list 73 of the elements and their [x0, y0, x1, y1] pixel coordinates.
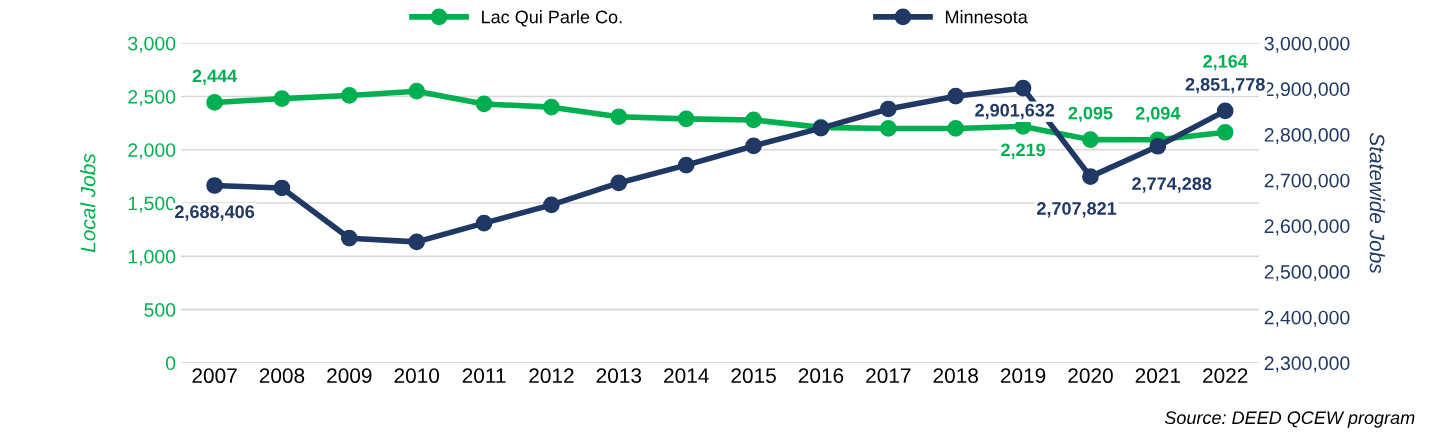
- y2-tick-label: 3,000,000: [1264, 36, 1350, 53]
- point: [475, 214, 493, 232]
- x-tick-label: 2018: [933, 368, 978, 384]
- y-axis-title: Local Jobs: [80, 153, 96, 253]
- point: [879, 100, 897, 118]
- x-tick-label: 2017: [866, 368, 911, 384]
- point: [206, 94, 223, 111]
- y2-tick-label: 2,500,000: [1264, 265, 1350, 282]
- legend-label: Minnesota: [945, 10, 1028, 24]
- point: [273, 179, 291, 197]
- y-tick-label: 1,000: [128, 249, 176, 266]
- data-label: 2,094: [1135, 106, 1181, 123]
- point: [947, 120, 965, 137]
- x-tick-label: 2016: [798, 368, 844, 384]
- source-note: Source: DEED QCEW program: [1164, 411, 1415, 428]
- data-label: 2,164: [1203, 54, 1248, 71]
- point: [947, 87, 965, 105]
- y-tick-label: 500: [144, 303, 176, 317]
- point: [543, 98, 560, 116]
- x-tick-label: 2021: [1135, 368, 1180, 384]
- point: [1216, 123, 1234, 141]
- data-label: 2,095: [1068, 106, 1113, 123]
- point: [543, 196, 560, 214]
- x-tick-label: 2015: [731, 368, 776, 384]
- x-tick-label: 2012: [529, 368, 574, 384]
- data-label: 2,851,778: [1185, 77, 1265, 94]
- data-label: 2,901,632: [975, 103, 1055, 120]
- y-tick-label: 0: [165, 356, 176, 371]
- x-tick-label: 2022: [1203, 368, 1248, 384]
- y2-tick-label: 2,300,000: [1264, 356, 1350, 373]
- point: [340, 229, 358, 247]
- point: [677, 156, 695, 174]
- point: [1082, 131, 1099, 148]
- y-tick-label: 3,000: [128, 36, 176, 53]
- x-tick-label: 2013: [596, 368, 642, 384]
- x-tick-label: 2008: [259, 368, 305, 384]
- data-label: 2,688,406: [175, 205, 255, 221]
- x-tick-label: 2020: [1068, 368, 1113, 384]
- x-tick-label: 2009: [327, 368, 372, 384]
- point: [408, 82, 426, 100]
- point: [475, 95, 493, 113]
- y-tick-label: 2,500: [128, 89, 176, 107]
- data-label: 2,219: [1001, 143, 1045, 159]
- point: [879, 120, 897, 137]
- point: [340, 87, 358, 104]
- point: [1216, 102, 1234, 120]
- point: [610, 174, 628, 192]
- point: [273, 90, 291, 107]
- data-label: 2,707,821: [1037, 202, 1117, 218]
- point: [1082, 168, 1099, 185]
- y2-tick-label: 2,700,000: [1264, 173, 1350, 190]
- x-tick-label: 2019: [1000, 368, 1046, 384]
- point: [1014, 79, 1032, 97]
- point: [677, 110, 695, 128]
- x-tick-label: 2011: [462, 368, 506, 384]
- y2-tick-label: 2,800,000: [1264, 128, 1350, 145]
- y2-tick-label: 2,600,000: [1264, 219, 1350, 236]
- point: [610, 108, 628, 126]
- legend-label: Lac Qui Parle Co.: [482, 10, 622, 27]
- point: [408, 233, 426, 251]
- y2-tick-label: 2,900,000: [1264, 82, 1350, 99]
- point: [745, 111, 762, 129]
- x-tick-label: 2014: [664, 368, 709, 384]
- data-label: 2,444: [192, 69, 238, 85]
- point: [745, 137, 762, 155]
- data-label: 2,774,288: [1132, 177, 1212, 193]
- y2-axis-title: Statewide Jobs: [1369, 132, 1385, 274]
- y2-tick-label: 2,400,000: [1264, 310, 1350, 327]
- x-tick-label: 2007: [192, 368, 237, 384]
- point: [206, 177, 223, 194]
- x-tick-label: 2010: [394, 368, 440, 384]
- point: [1149, 137, 1167, 155]
- y-tick-label: 2,000: [128, 143, 176, 160]
